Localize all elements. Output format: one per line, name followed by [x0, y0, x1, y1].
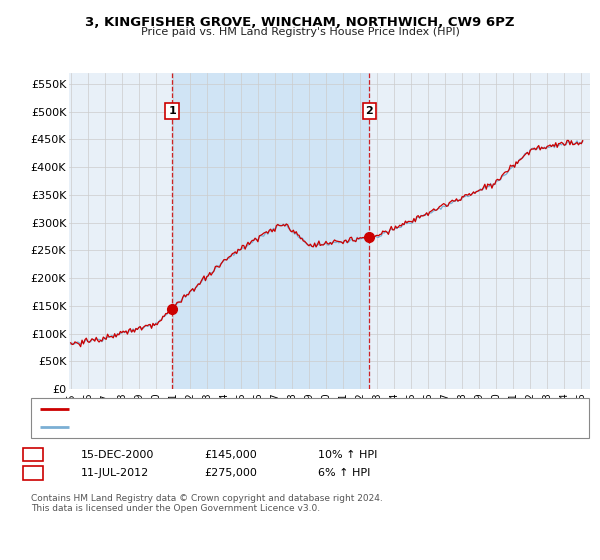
Bar — [172, 73, 369, 389]
Text: 6% ↑ HPI: 6% ↑ HPI — [318, 468, 370, 478]
Text: £145,000: £145,000 — [204, 450, 257, 460]
Text: Price paid vs. HM Land Registry's House Price Index (HPI): Price paid vs. HM Land Registry's House … — [140, 27, 460, 37]
Text: 1: 1 — [168, 106, 176, 116]
Text: 11-JUL-2012: 11-JUL-2012 — [81, 468, 149, 478]
Text: Contains HM Land Registry data © Crown copyright and database right 2024.
This d: Contains HM Land Registry data © Crown c… — [31, 494, 383, 514]
Text: HPI: Average price, detached house, Cheshire West and Chester: HPI: Average price, detached house, Ches… — [76, 422, 411, 432]
Text: 2: 2 — [29, 468, 37, 478]
Text: 1: 1 — [29, 450, 37, 460]
Text: 15-DEC-2000: 15-DEC-2000 — [81, 450, 154, 460]
Text: 3, KINGFISHER GROVE, WINCHAM, NORTHWICH, CW9 6PZ: 3, KINGFISHER GROVE, WINCHAM, NORTHWICH,… — [85, 16, 515, 29]
Text: £275,000: £275,000 — [204, 468, 257, 478]
Text: 10% ↑ HPI: 10% ↑ HPI — [318, 450, 377, 460]
Text: 2: 2 — [365, 106, 373, 116]
Text: 3, KINGFISHER GROVE, WINCHAM, NORTHWICH, CW9 6PZ (detached house): 3, KINGFISHER GROVE, WINCHAM, NORTHWICH,… — [76, 404, 472, 414]
